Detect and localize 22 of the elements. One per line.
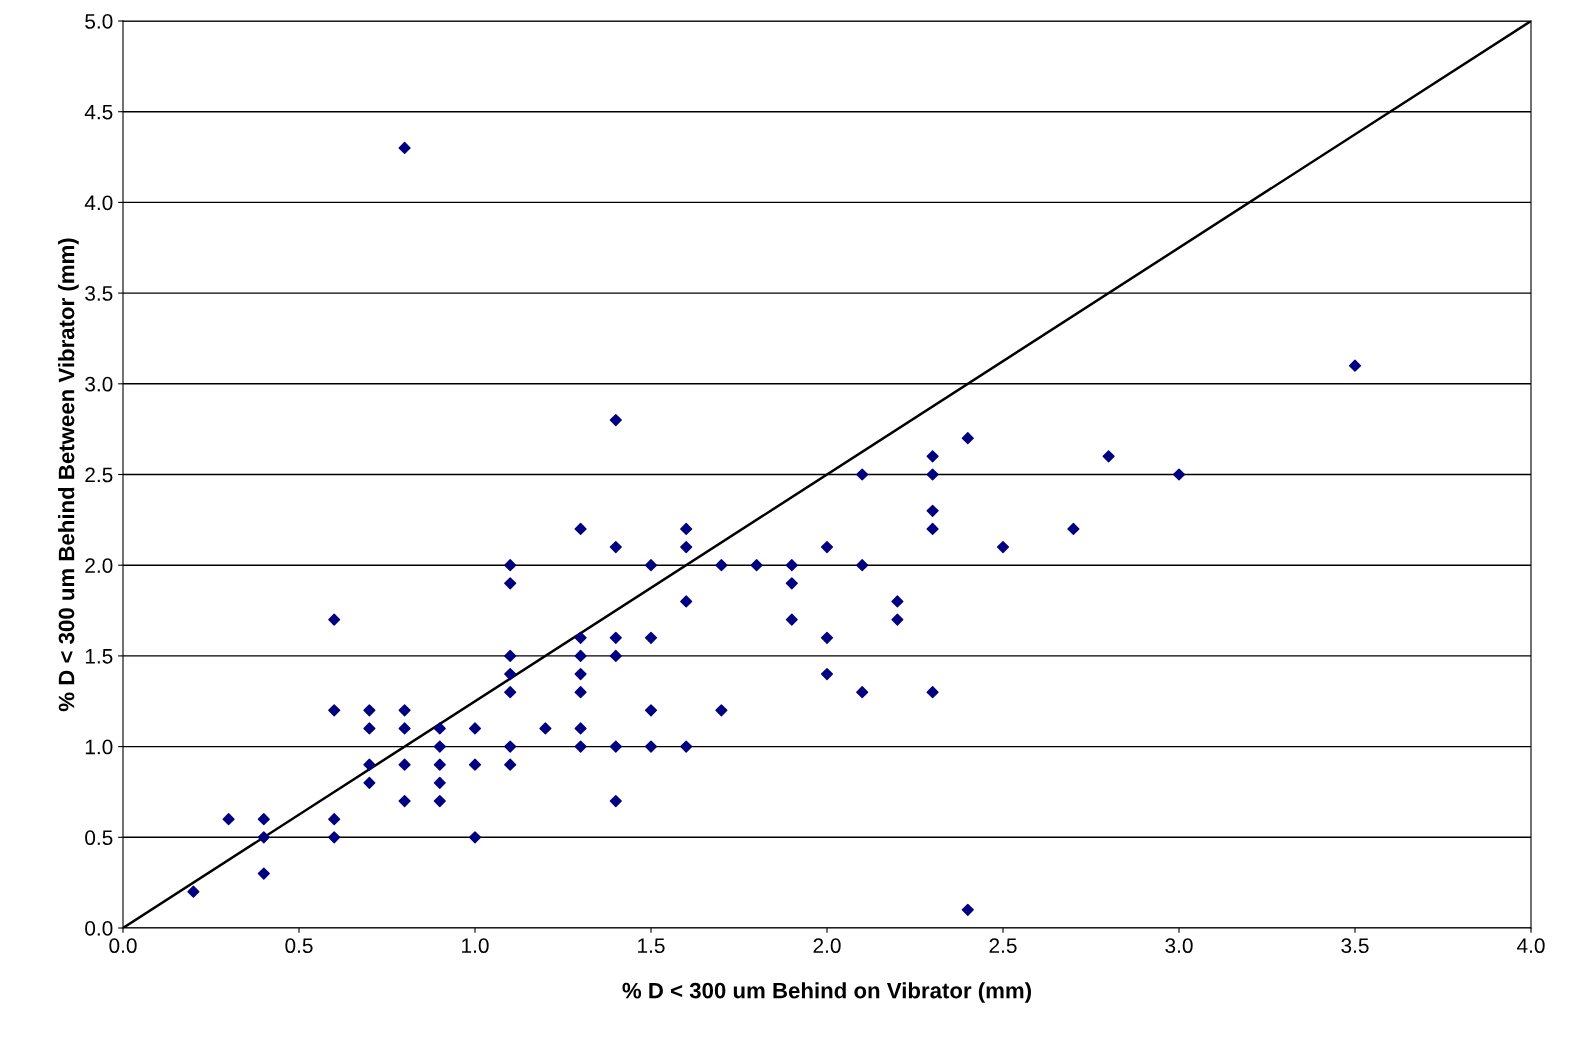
y-tick-label: 3.0 xyxy=(85,376,113,392)
y-tick-label: 0.0 xyxy=(85,921,113,936)
x-axis-title: % D < 300 um Behind on Vibrator (mm) xyxy=(622,982,1031,1003)
y-tick-label: 4.5 xyxy=(84,104,113,120)
x-tick-label: 4.0 xyxy=(1517,938,1545,954)
y-tick-label: 1.5 xyxy=(85,649,113,664)
x-tick-label: 2.5 xyxy=(989,938,1017,954)
y-tick-label: 2.5 xyxy=(85,467,113,483)
x-tick-label: 1.5 xyxy=(638,938,665,954)
y-tick-label: 5.0 xyxy=(85,14,113,29)
x-tick-label: 3.0 xyxy=(1165,938,1193,954)
y-tick-label: 4.0 xyxy=(84,195,113,211)
x-tick-label: 0.0 xyxy=(109,938,137,954)
y-tick-label: 1.0 xyxy=(85,739,113,755)
y-axis-title: % D < 300 um Behind Between Vibrator (mm) xyxy=(58,238,79,712)
y-tick-label: 0.5 xyxy=(85,830,113,846)
y-tick-label: 3.5 xyxy=(85,286,113,301)
x-tick-label: 0.5 xyxy=(285,938,313,954)
x-tick-label: 2.0 xyxy=(813,938,841,954)
x-tick-label: 1.0 xyxy=(462,938,489,954)
x-tick-label: 3.5 xyxy=(1341,938,1369,954)
y-tick-label: 2.0 xyxy=(85,558,113,573)
